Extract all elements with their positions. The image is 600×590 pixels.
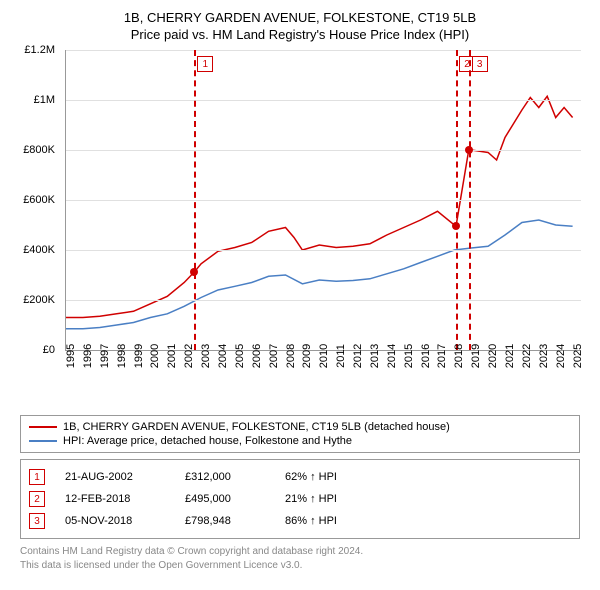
legend-label: 1B, CHERRY GARDEN AVENUE, FOLKESTONE, CT…	[63, 421, 450, 433]
y-tick-label: £1.2M	[24, 44, 55, 56]
series-line	[66, 96, 573, 317]
marker-price: £798,948	[185, 515, 265, 527]
marker-date: 05-NOV-2018	[65, 515, 165, 527]
event-marker-dot	[465, 146, 473, 154]
marker-date: 12-FEB-2018	[65, 493, 165, 505]
attribution-line1: Contains HM Land Registry data © Crown c…	[20, 545, 580, 559]
legend-item: 1B, CHERRY GARDEN AVENUE, FOLKESTONE, CT…	[29, 420, 571, 434]
event-line	[469, 50, 471, 350]
legend-label: HPI: Average price, detached house, Folk…	[63, 435, 352, 447]
attribution: Contains HM Land Registry data © Crown c…	[20, 545, 580, 572]
marker-table-row: 2 12-FEB-2018 £495,000 21% ↑ HPI	[29, 488, 571, 510]
chart-title-block: 1B, CHERRY GARDEN AVENUE, FOLKESTONE, CT…	[10, 10, 590, 42]
marker-price: £495,000	[185, 493, 265, 505]
x-tick-label: 2025	[572, 344, 600, 368]
attribution-line2: This data is licensed under the Open Gov…	[20, 559, 580, 573]
markers-table: 1 21-AUG-2002 £312,000 62% ↑ HPI 2 12-FEB-201…	[20, 459, 580, 539]
legend-swatch	[29, 440, 57, 442]
event-line	[456, 50, 458, 350]
event-marker-label: 3	[472, 56, 488, 72]
y-tick-label: £200K	[23, 294, 55, 306]
marker-num: 2	[29, 491, 45, 507]
chart-area: 123 £0£200K£400K£600K£800K£1M£1.2M199519…	[20, 50, 580, 380]
event-marker-label: 1	[197, 56, 213, 72]
y-tick-label: £0	[43, 344, 55, 356]
legend-box: 1B, CHERRY GARDEN AVENUE, FOLKESTONE, CT…	[20, 415, 580, 453]
marker-pct: 86% ↑ HPI	[285, 515, 375, 527]
chart-title-2: Price paid vs. HM Land Registry's House …	[10, 27, 590, 42]
marker-price: £312,000	[185, 471, 265, 483]
event-marker-dot	[190, 268, 198, 276]
marker-table-row: 1 21-AUG-2002 £312,000 62% ↑ HPI	[29, 466, 571, 488]
event-line	[194, 50, 196, 350]
event-marker-dot	[452, 222, 460, 230]
y-tick-label: £1M	[34, 94, 55, 106]
plot-region: 123	[65, 50, 581, 351]
legend-swatch	[29, 426, 57, 428]
chart-title-1: 1B, CHERRY GARDEN AVENUE, FOLKESTONE, CT…	[10, 10, 590, 25]
marker-table-row: 3 05-NOV-2018 £798,948 86% ↑ HPI	[29, 510, 571, 532]
marker-date: 21-AUG-2002	[65, 471, 165, 483]
series-line	[66, 220, 573, 329]
legend-item: HPI: Average price, detached house, Folk…	[29, 434, 571, 448]
marker-pct: 21% ↑ HPI	[285, 493, 375, 505]
marker-num: 3	[29, 513, 45, 529]
y-tick-label: £400K	[23, 244, 55, 256]
y-tick-label: £800K	[23, 144, 55, 156]
marker-pct: 62% ↑ HPI	[285, 471, 375, 483]
marker-num: 1	[29, 469, 45, 485]
y-tick-label: £600K	[23, 194, 55, 206]
